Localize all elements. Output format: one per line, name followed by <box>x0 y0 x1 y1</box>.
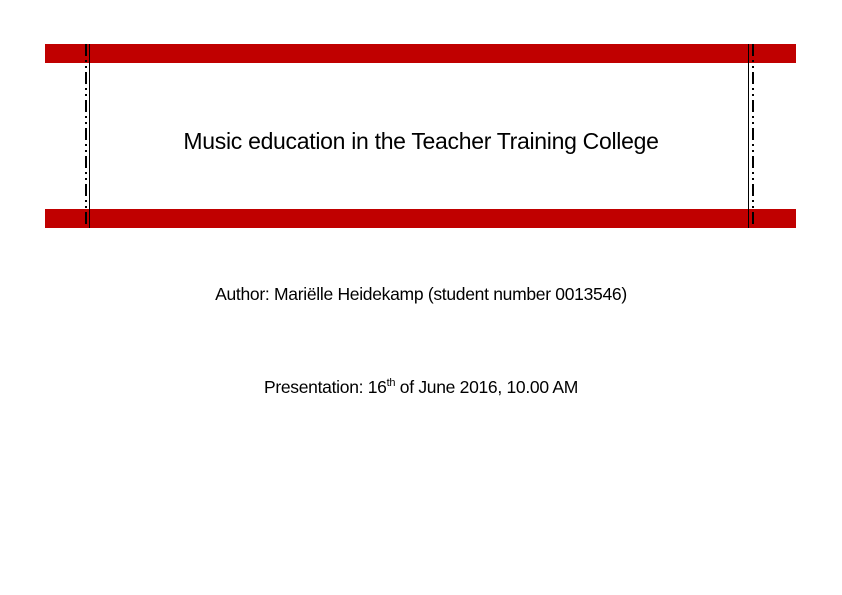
left-dashdot-line <box>85 44 87 228</box>
author-line: Author: Mariëlle Heidekamp (student numb… <box>215 284 627 304</box>
presentation-superscript: th <box>386 377 396 390</box>
left-solid-line <box>89 44 90 228</box>
presentation-prefix: Presentation: 16 <box>263 377 387 397</box>
presentation-suffix: of June 2016, 10.00 AM <box>395 377 579 397</box>
right-solid-line <box>748 44 749 228</box>
presentation-line: Presentation: 16th of June 2016, 10.00 A… <box>0 377 842 398</box>
top-red-bar <box>45 44 796 63</box>
bottom-red-bar <box>45 209 796 228</box>
right-dashdot-line <box>752 44 754 228</box>
document-title: Music education in the Teacher Training … <box>183 128 659 154</box>
